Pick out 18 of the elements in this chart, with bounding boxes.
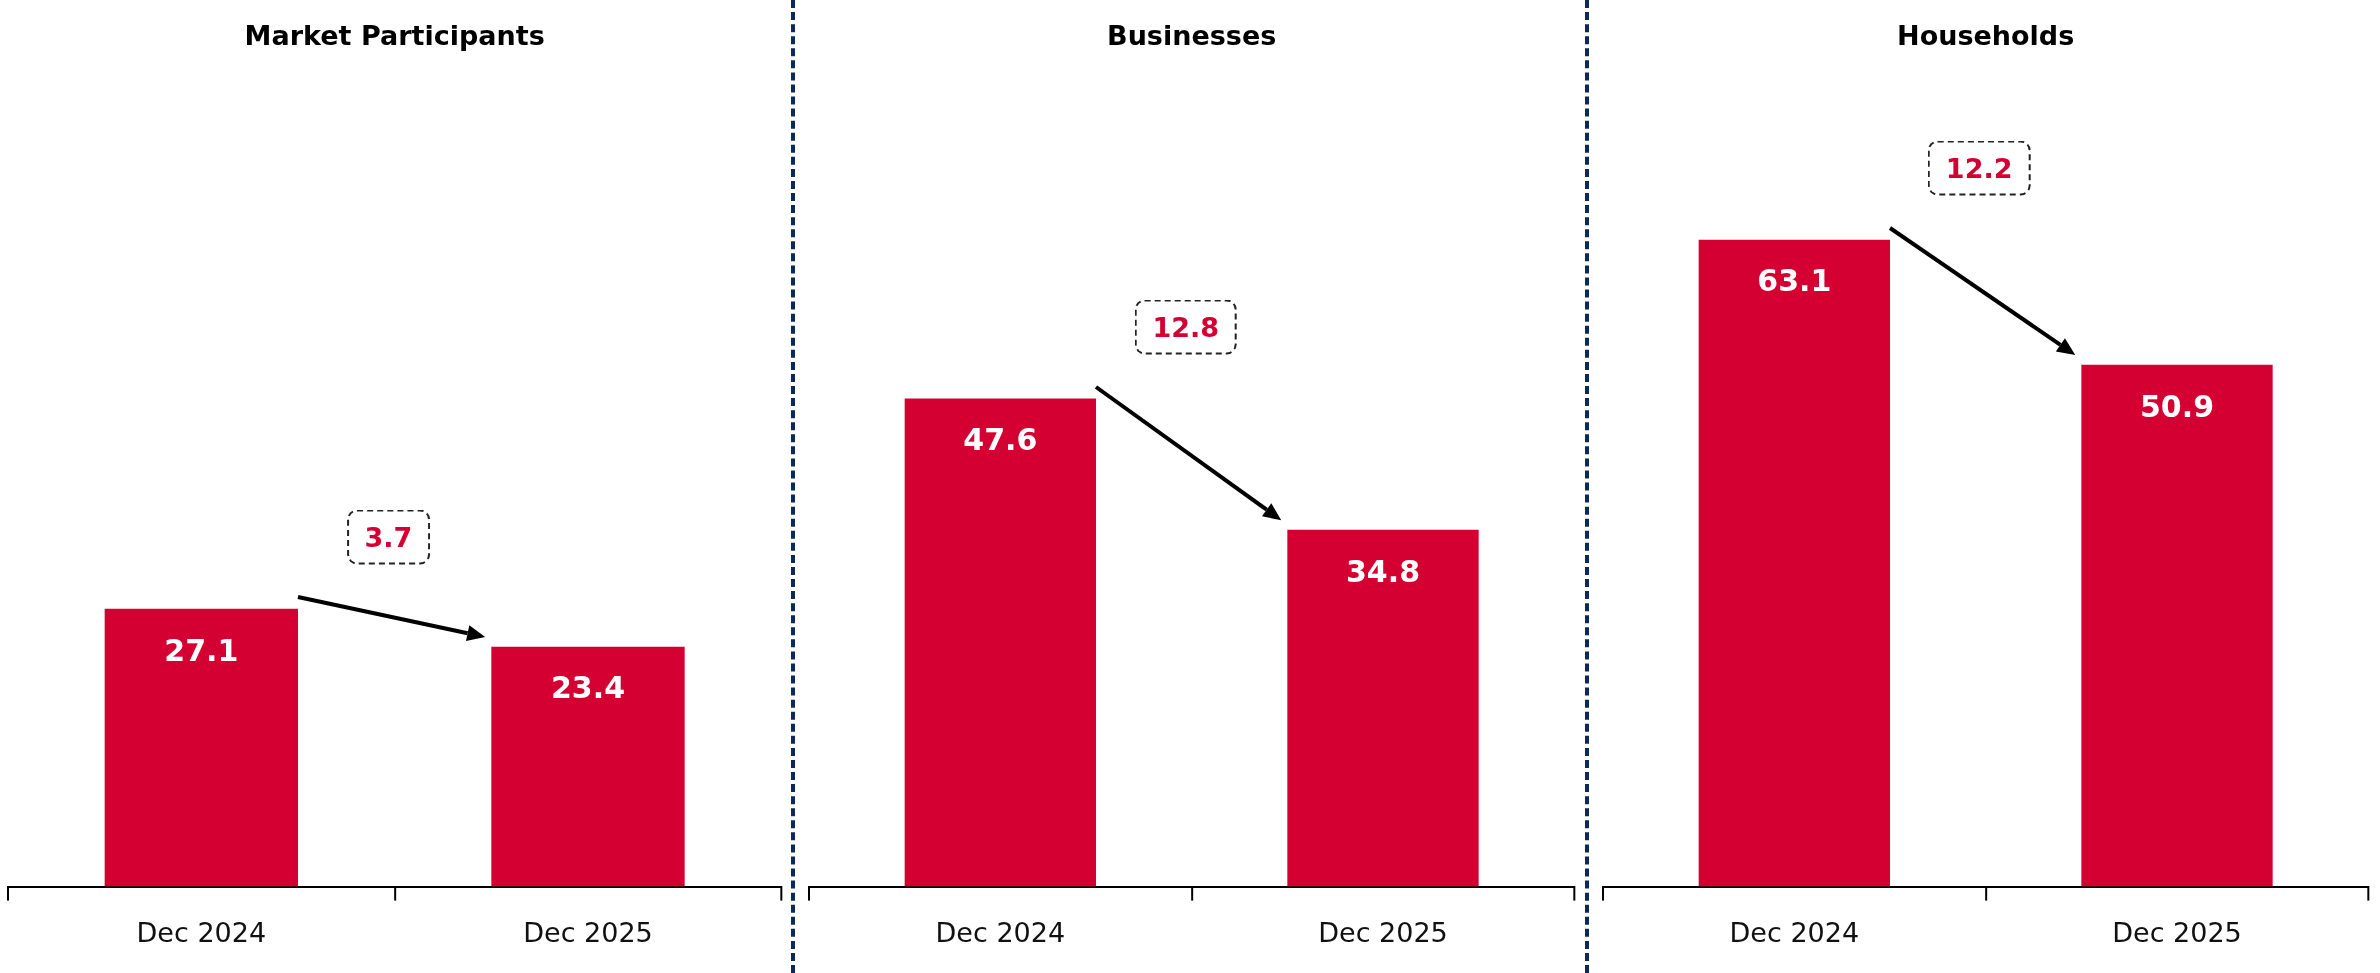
data-label: 34.8 xyxy=(1346,553,1421,589)
chart-title: Market Participants xyxy=(244,20,545,52)
chart-title: Businesses xyxy=(1107,20,1277,52)
text: 12.2 xyxy=(1927,140,2031,196)
text: 3.7 xyxy=(346,509,431,565)
x-tick-label: Dec 2024 xyxy=(136,916,267,948)
data-label: 50.9 xyxy=(2139,388,2214,424)
x-tick-label: Dec 2025 xyxy=(523,916,653,948)
text: 12.8 xyxy=(1134,299,1238,355)
x-tick-label: Dec 2025 xyxy=(1318,916,1449,948)
data-label: 47.6 xyxy=(963,422,1038,458)
x-tick-label: Dec 2025 xyxy=(2111,916,2242,948)
x-tick-label: Dec 2024 xyxy=(935,916,1066,948)
data-label: 23.4 xyxy=(550,670,626,706)
x-tick-label: Dec 2024 xyxy=(1729,916,1859,948)
data-label: 63.1 xyxy=(1756,263,1832,299)
chart-title: Households xyxy=(1896,20,2074,52)
data-label: 27.1 xyxy=(164,632,239,668)
